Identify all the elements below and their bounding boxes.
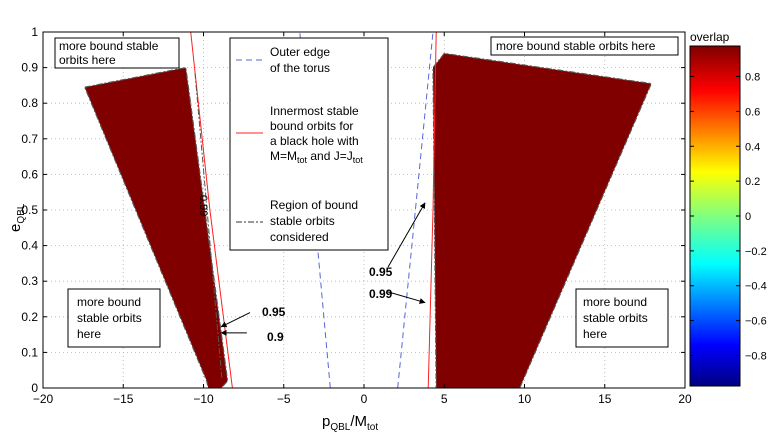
legend: Outer edge of the torus Innermost stable… [229, 37, 389, 251]
colorbar: overlap 0.8 0.6 0.4 0.2 0 −0.2 −0.4 −0.6 −0.8 [689, 30, 767, 387]
note-top-left: more bound stable orbits here [54, 37, 180, 69]
y-tick-label: 0.4 [21, 239, 38, 253]
legend-region-line2: stable orbits [270, 214, 335, 228]
svg-text:here: here [583, 327, 607, 341]
note-bottom-right: more bound stable orbits here [575, 288, 669, 348]
x-tick-label: 20 [678, 392, 692, 406]
svg-text:stable orbits: stable orbits [77, 311, 142, 325]
legend-torus-line1: Outer edge [270, 45, 330, 59]
y-tick-label: 0.3 [21, 274, 38, 288]
note-top-right: more bound stable orbits here [490, 36, 679, 56]
svg-text:stable orbits: stable orbits [583, 311, 648, 325]
svg-text:orbits here: orbits here [59, 53, 116, 67]
x-tick-label: −5 [277, 392, 291, 406]
annotation-arrow-095-right [387, 202, 426, 268]
legend-region-line3: considered [270, 230, 329, 244]
legend-isco-line1: Innermost stable [270, 104, 359, 118]
colorbar-tick-label: −0.2 [745, 246, 767, 258]
y-axis-label: eQBL [7, 203, 27, 232]
region-right [432, 52, 653, 388]
annotation-label-095-right: 0.95 [369, 265, 393, 279]
y-tick-label: 0.8 [21, 96, 38, 110]
isco-line-right [427, 32, 437, 388]
x-tick-label: −20 [33, 392, 54, 406]
x-tick-label: 5 [441, 392, 448, 406]
region-left [83, 66, 229, 388]
contour-label: 0.99 [197, 195, 209, 216]
y-tick-label: 0.5 [21, 203, 38, 217]
annotation-arrow-099-right [387, 291, 426, 304]
annotation-label-099-right: 0.99 [369, 287, 393, 301]
svg-text:more bound stable: more bound stable [59, 39, 159, 53]
colorbar-tick-label: 0.6 [745, 106, 760, 118]
colorbar-tick-label: 0 [745, 211, 751, 223]
y-tick-label: 0 [31, 381, 38, 395]
x-tick-label: 15 [598, 392, 612, 406]
y-tick-label: 0.9 [21, 61, 38, 75]
x-axis-label: pQBL/Mtot [322, 413, 378, 433]
y-tick-label: 0.7 [21, 132, 38, 146]
colorbar-gradient [689, 45, 741, 387]
isco-line-left [190, 32, 233, 388]
x-tick-label: −15 [113, 392, 134, 406]
svg-text:more bound: more bound [77, 295, 141, 309]
legend-torus-line2: of the torus [270, 61, 330, 75]
note-bottom-left: more bound stable orbits here [67, 288, 161, 348]
svg-text:here: here [77, 327, 101, 341]
x-tick-label: 10 [518, 392, 532, 406]
annotation-label-095-left: 0.95 [262, 305, 286, 319]
y-tick-label: 1 [31, 25, 38, 39]
colorbar-tick-label: −0.6 [745, 316, 767, 328]
y-tick-label: 0.1 [21, 345, 38, 359]
legend-isco-line2: bound orbits for [270, 119, 353, 133]
x-tick-label: 0 [361, 392, 368, 406]
legend-isco-line4: M=Mtot and J=Jtot [270, 149, 363, 165]
colorbar-tick-label: 0.2 [745, 176, 760, 188]
annotation-arrow-095-left [220, 312, 251, 328]
legend-isco-line3: a black hole with [270, 134, 359, 148]
svg-text:more bound stable orbits here: more bound stable orbits here [496, 39, 656, 53]
colorbar-title: overlap [690, 30, 730, 44]
annotation-label-09-left: 0.9 [267, 330, 284, 344]
svg-text:more bound: more bound [583, 295, 647, 309]
axis-ticks: −20 −15 −10 −5 0 5 10 15 20 0 0.1 0.2 0.3 0.4 0.5 0.6 0.… [21, 25, 692, 406]
colorbar-tick-label: 0.4 [745, 141, 760, 153]
colorbar-tick-label: 0.8 [745, 72, 760, 84]
contour-line-left [194, 72, 223, 381]
y-tick-label: 0.6 [21, 167, 38, 181]
y-tick-label: 0.2 [21, 310, 38, 324]
x-tick-label: −10 [193, 392, 214, 406]
legend-region-line1: Region of bound [270, 198, 358, 212]
colorbar-tick-label: −0.8 [745, 350, 767, 362]
colorbar-tick-label: −0.4 [745, 281, 767, 293]
